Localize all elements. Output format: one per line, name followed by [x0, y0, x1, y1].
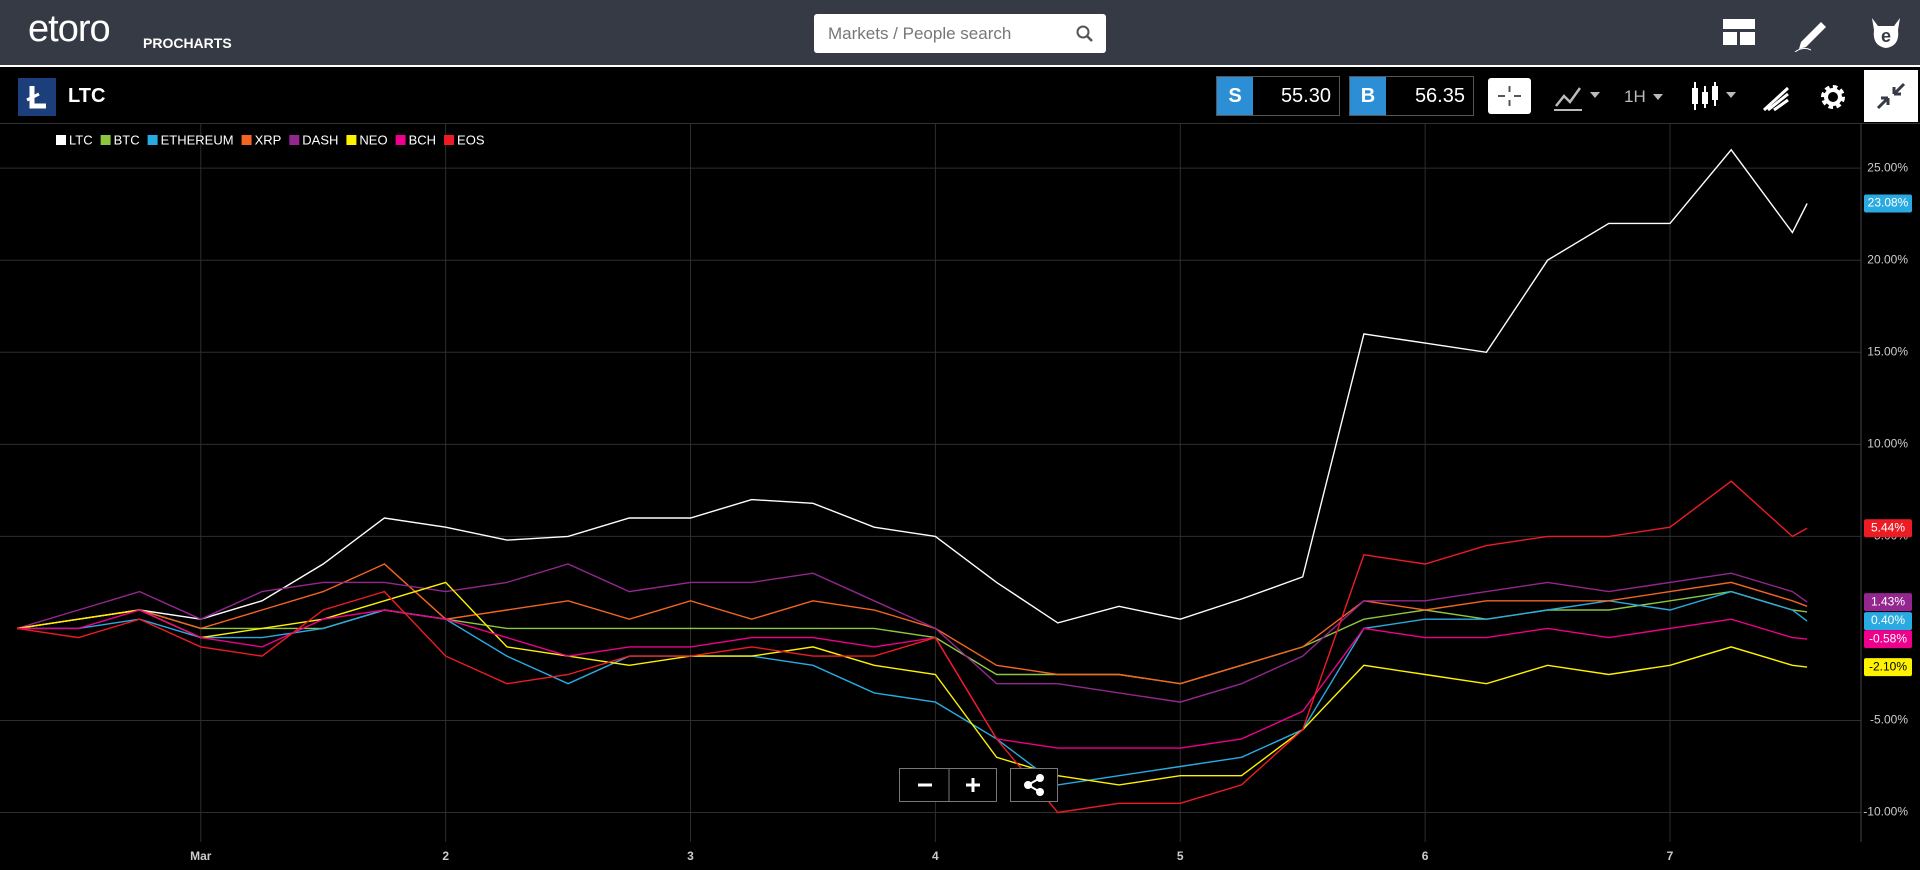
value-label: -2.10%	[1869, 659, 1907, 673]
sell-button[interactable]: S 55.30	[1216, 76, 1340, 116]
value-badge	[1864, 658, 1912, 677]
legend-swatch	[56, 135, 66, 145]
buy-price: 56.35	[1414, 84, 1465, 107]
sell-price: 55.30	[1280, 84, 1331, 107]
legend-label: XRP	[255, 132, 282, 147]
buy-label: B	[1350, 77, 1386, 115]
y-tick-label: 25.00%	[1867, 160, 1908, 174]
value-label: 5.44%	[1871, 520, 1905, 534]
share-button[interactable]	[1010, 768, 1058, 802]
profile-icon[interactable]: e	[1866, 12, 1906, 52]
legend-swatch	[241, 135, 252, 145]
legend-swatch	[395, 135, 406, 145]
value-badge	[1864, 194, 1912, 213]
y-tick-label: -10.00%	[1863, 805, 1908, 819]
legend-label: NEO	[359, 132, 387, 147]
legend-label: BTC	[114, 132, 140, 147]
buy-button[interactable]: B 56.35	[1349, 76, 1474, 116]
x-tick-label: 3	[687, 849, 694, 863]
logo[interactable]: etoro	[28, 8, 111, 50]
legend-swatch	[100, 135, 111, 145]
collapse-button[interactable]	[1864, 70, 1918, 122]
legend-label: DASH	[302, 132, 338, 147]
series-line	[16, 480, 1808, 814]
x-tick-label: 6	[1422, 849, 1429, 863]
instrument-icon	[18, 78, 56, 116]
zoom-controls	[899, 768, 997, 802]
y-tick-label: -5.00%	[1870, 713, 1908, 727]
y-tick-label: 10.00%	[1867, 437, 1908, 451]
crosshair-button[interactable]	[1488, 78, 1531, 114]
legend-label: BCH	[409, 132, 436, 147]
legend-label: LTC	[69, 132, 93, 147]
x-tick-label: Mar	[190, 849, 212, 863]
value-badge	[1864, 593, 1912, 612]
legend-label: EOS	[457, 132, 485, 147]
top-bar: etoro PROCHARTS Markets / People search …	[0, 0, 1920, 67]
chart-type-button[interactable]	[1552, 82, 1600, 112]
value-badge	[1864, 630, 1912, 649]
value-label: -0.58%	[1869, 631, 1907, 645]
search-box[interactable]: Markets / People search	[814, 14, 1106, 53]
candle-button[interactable]	[1690, 80, 1738, 112]
product-name: PROCHARTS	[143, 35, 232, 51]
legend-swatch	[147, 135, 158, 145]
zoom-icons	[918, 768, 980, 802]
search-placeholder: Markets / People search	[828, 24, 1012, 43]
legend-swatch	[444, 135, 455, 145]
chart: Mar234567-10.00%-5.00%5.00%10.00%15.00%2…	[0, 124, 1920, 870]
svg-text:e: e	[1881, 26, 1891, 46]
y-tick-label: 15.00%	[1867, 344, 1908, 358]
edit-icon[interactable]	[1793, 14, 1831, 52]
timeframe-arrow	[1653, 94, 1663, 100]
x-axis-strip	[0, 842, 1920, 870]
legend-label: ETHEREUM	[161, 132, 234, 147]
sell-label: S	[1217, 77, 1253, 115]
series-line	[17, 590, 1808, 786]
drawing-button[interactable]	[1762, 84, 1790, 112]
settings-button[interactable]	[1819, 83, 1847, 111]
layout-icon[interactable]	[1722, 18, 1756, 46]
series-line	[16, 563, 1808, 703]
instrument-name: LTC	[68, 85, 106, 107]
toolbar: LTC S 55.30 B 56.35 1H	[0, 70, 1920, 124]
value-label: 1.43%	[1871, 594, 1905, 608]
value-label: 0.40%	[1871, 613, 1905, 627]
plot-area	[0, 124, 1861, 842]
value-badge	[1864, 519, 1912, 538]
y-tick-label: 20.00%	[1867, 252, 1908, 266]
value-badge	[1864, 612, 1912, 631]
x-tick-label: 5	[1177, 849, 1184, 863]
legend-swatch	[346, 135, 357, 145]
series-line	[16, 148, 1808, 630]
x-tick-label: 2	[442, 849, 449, 863]
x-tick-label: 4	[932, 849, 939, 863]
search-icon	[1076, 25, 1093, 42]
timeframe[interactable]: 1H	[1624, 87, 1646, 106]
legend-swatch	[289, 135, 300, 145]
value-label: 23.08%	[1868, 196, 1909, 210]
x-tick-label: 7	[1667, 849, 1674, 863]
